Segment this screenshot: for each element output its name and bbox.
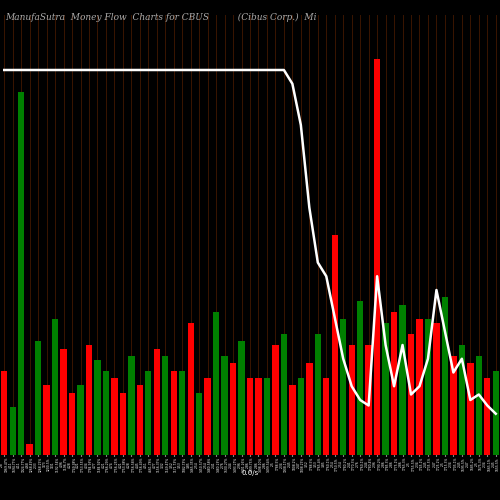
Bar <box>44 384 50 455</box>
Bar <box>196 394 202 455</box>
Bar <box>120 394 126 455</box>
Bar <box>1 372 8 455</box>
Bar <box>289 384 296 455</box>
Bar <box>154 350 160 455</box>
Bar <box>230 362 236 455</box>
Bar <box>450 356 456 455</box>
Bar <box>204 378 211 455</box>
Bar <box>86 345 92 455</box>
Bar <box>374 59 380 455</box>
Bar <box>467 362 473 455</box>
Text: 0.0/s: 0.0/s <box>242 470 258 476</box>
Bar <box>298 378 304 455</box>
Bar <box>332 235 338 455</box>
Bar <box>400 306 406 455</box>
Bar <box>408 334 414 455</box>
Bar <box>382 323 389 455</box>
Bar <box>162 356 168 455</box>
Bar <box>69 394 75 455</box>
Bar <box>94 360 100 455</box>
Bar <box>323 378 330 455</box>
Bar <box>280 334 287 455</box>
Bar <box>264 378 270 455</box>
Bar <box>357 301 364 455</box>
Bar <box>314 334 321 455</box>
Bar <box>18 92 25 455</box>
Bar <box>170 372 177 455</box>
Bar <box>434 323 440 455</box>
Bar <box>306 362 312 455</box>
Bar <box>348 345 355 455</box>
Bar <box>35 340 42 455</box>
Bar <box>213 312 220 455</box>
Bar <box>247 378 253 455</box>
Bar <box>222 356 228 455</box>
Bar <box>26 444 33 455</box>
Bar <box>188 323 194 455</box>
Bar <box>52 318 59 455</box>
Bar <box>103 372 109 455</box>
Bar <box>128 356 134 455</box>
Bar <box>492 372 499 455</box>
Bar <box>366 345 372 455</box>
Bar <box>256 378 262 455</box>
Bar <box>111 378 117 455</box>
Bar <box>476 356 482 455</box>
Bar <box>238 340 244 455</box>
Bar <box>442 296 448 455</box>
Bar <box>179 372 186 455</box>
Bar <box>416 318 422 455</box>
Bar <box>145 372 152 455</box>
Bar <box>458 345 465 455</box>
Text: ManufaSutra  Money Flow  Charts for CBUS          (Cibus Corp.)  Mi: ManufaSutra Money Flow Charts for CBUS (… <box>5 12 316 22</box>
Bar <box>10 406 16 455</box>
Bar <box>136 384 143 455</box>
Bar <box>272 345 278 455</box>
Bar <box>340 318 346 455</box>
Bar <box>484 378 490 455</box>
Bar <box>425 318 431 455</box>
Bar <box>60 350 66 455</box>
Bar <box>78 384 84 455</box>
Bar <box>391 312 397 455</box>
